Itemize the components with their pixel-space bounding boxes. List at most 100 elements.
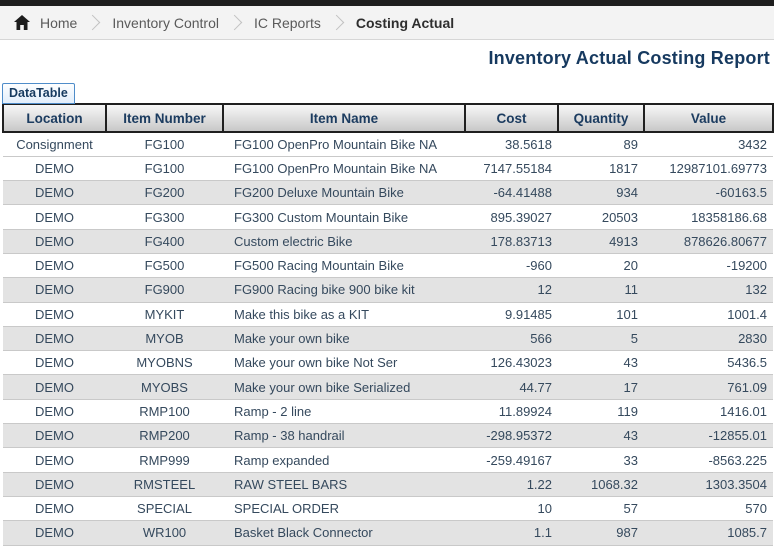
report-table: Location Item Number Item Name Cost Quantity… xyxy=(2,103,774,546)
column-header-cost[interactable]: Cost xyxy=(464,103,559,133)
cell-item_number: FG300 xyxy=(106,204,223,230)
table-row: DEMO FG300 FG300 Custom Mountain Bike 895.3… xyxy=(3,204,773,230)
cell-item_name: FG500 Racing Mountain Bike xyxy=(223,253,465,279)
cell-item_name: FG200 Deluxe Mountain Bike xyxy=(223,180,465,206)
breadcrumb-item-home[interactable]: Home xyxy=(12,15,83,31)
cell-cost: 7147.55184 xyxy=(465,156,558,182)
cell-item_name: FG100 OpenPro Mountain Bike NA xyxy=(223,156,465,182)
cell-item_number: FG500 xyxy=(106,253,223,279)
cell-cost: 895.39027 xyxy=(465,204,558,230)
cell-value: -8563.225 xyxy=(644,447,773,473)
cell-value: -60163.5 xyxy=(644,180,773,206)
breadcrumb-label: Inventory Control xyxy=(112,14,219,31)
cell-location: Consignment xyxy=(3,132,106,157)
table-row: DEMO MYKIT Make this bike as a KIT 9.91485 1… xyxy=(3,302,773,327)
cell-item_number: RMP999 xyxy=(106,447,223,473)
cell-item_number: RMSTEEL xyxy=(106,472,223,497)
cell-quantity: 43 xyxy=(558,423,644,449)
table-row: DEMO MYOBS Make your own bike Serialized 44… xyxy=(3,374,773,400)
cell-location: DEMO xyxy=(3,447,106,473)
tab-datatable[interactable]: DataTable xyxy=(2,83,75,104)
title-row: Inventory Actual Costing Report xyxy=(0,40,774,70)
cell-item_number: MYOBS xyxy=(106,374,223,400)
table-row: Consignment FG100 FG100 OpenPro Mountain B… xyxy=(3,132,773,157)
cell-cost: 126.43023 xyxy=(465,350,558,376)
cell-quantity: 987 xyxy=(558,520,644,546)
cell-value: 1085.7 xyxy=(644,520,773,546)
cell-item_name: Make this bike as a KIT xyxy=(223,302,465,327)
cell-value: -12855.01 xyxy=(644,423,773,449)
table-row: DEMO SPECIAL SPECIAL ORDER 10 57 570 xyxy=(3,496,773,522)
cell-value: -19200 xyxy=(644,253,773,279)
cell-cost: 38.5618 xyxy=(465,132,558,157)
cell-location: DEMO xyxy=(3,520,106,546)
table-row: DEMO RMP200 Ramp - 38 handrail -298.95372 43… xyxy=(3,423,773,449)
cell-cost: -298.95372 xyxy=(465,423,558,449)
cell-item_number: FG900 xyxy=(106,277,223,303)
cell-location: DEMO xyxy=(3,156,106,182)
column-header-item_name[interactable]: Item Name xyxy=(222,103,466,133)
cell-item_number: SPECIAL xyxy=(106,496,223,522)
content-area: DataTable Location Item Number Item Name Co… xyxy=(0,70,774,546)
column-header-quantity[interactable]: Quantity xyxy=(557,103,645,133)
cell-cost: 566 xyxy=(465,326,558,352)
cell-item_name: Basket Black Connector xyxy=(223,520,465,546)
report-table-body: Consignment FG100 FG100 OpenPro Mountain B… xyxy=(3,132,773,546)
breadcrumb-item-inventory-control[interactable]: Inventory Control xyxy=(106,15,225,31)
cell-cost: -259.49167 xyxy=(465,447,558,473)
table-row: DEMO WR100 Basket Black Connector 1.1 987 108… xyxy=(3,520,773,546)
cell-item_name: FG300 Custom Mountain Bike xyxy=(223,204,465,230)
cell-cost: 12 xyxy=(465,277,558,303)
breadcrumb-item-ic-reports[interactable]: IC Reports xyxy=(248,15,327,31)
cell-value: 1416.01 xyxy=(644,399,773,425)
cell-item_number: RMP200 xyxy=(106,423,223,449)
cell-item_name: Make your own bike Serialized xyxy=(223,374,465,400)
cell-location: DEMO xyxy=(3,277,106,303)
column-header-location[interactable]: Location xyxy=(2,103,107,133)
cell-quantity: 57 xyxy=(558,496,644,522)
cell-item_number: FG200 xyxy=(106,180,223,206)
breadcrumb-separator-icon xyxy=(328,14,345,31)
cell-cost: 1.1 xyxy=(465,520,558,546)
cell-value: 878626.80677 xyxy=(644,229,773,254)
cell-item_name: Ramp expanded xyxy=(223,447,465,473)
column-header-item_number[interactable]: Item Number xyxy=(105,103,224,133)
cell-value: 2830 xyxy=(644,326,773,352)
cell-item_name: FG900 Racing bike 900 bike kit xyxy=(223,277,465,303)
table-row: DEMO RMSTEEL RAW STEEL BARS 1.22 1068.32 1303… xyxy=(3,472,773,497)
cell-value: 12987101.69773 xyxy=(644,156,773,182)
cell-item_name: Ramp - 38 handrail xyxy=(223,423,465,449)
breadcrumb-separator-icon xyxy=(85,14,101,31)
cell-value: 1001.4 xyxy=(644,302,773,327)
cell-location: DEMO xyxy=(3,472,106,497)
cell-cost: 10 xyxy=(465,496,558,522)
breadcrumb-label: Home xyxy=(40,14,78,31)
table-row: DEMO RMP999 Ramp expanded -259.49167 33 -8563… xyxy=(3,447,773,473)
table-row: DEMO MYOB Make your own bike 566 5 2830 xyxy=(3,326,773,352)
cell-value: 570 xyxy=(644,496,773,522)
cell-value: 1303.3504 xyxy=(644,472,773,497)
cell-value: 3432 xyxy=(644,132,773,157)
column-header-value[interactable]: Value xyxy=(643,103,774,133)
breadcrumb-label: Costing Actual xyxy=(355,14,455,31)
cell-item_name: Make your own bike Not Ser xyxy=(223,350,465,376)
page-title: Inventory Actual Costing Report xyxy=(488,48,770,68)
cell-quantity: 101 xyxy=(558,302,644,327)
top-bar xyxy=(0,0,774,6)
cell-item_name: FG100 OpenPro Mountain Bike NA xyxy=(223,132,465,157)
cell-item_number: MYOBNS xyxy=(106,350,223,376)
cell-item_number: WR100 xyxy=(106,520,223,546)
table-row: DEMO RMP100 Ramp - 2 line 11.89924 119 1416.0… xyxy=(3,399,773,425)
cell-location: DEMO xyxy=(3,302,106,327)
cell-quantity: 934 xyxy=(558,180,644,206)
breadcrumb-item-costing-actual: Costing Actual xyxy=(350,15,460,31)
cell-item_number: MYOB xyxy=(106,326,223,352)
cell-location: DEMO xyxy=(3,326,106,352)
table-row: DEMO FG900 FG900 Racing bike 900 bike kit 1… xyxy=(3,277,773,303)
cell-location: DEMO xyxy=(3,350,106,376)
cell-quantity: 11 xyxy=(558,277,644,303)
cell-cost: 44.77 xyxy=(465,374,558,400)
cell-quantity: 89 xyxy=(558,132,644,157)
breadcrumb: Home Inventory Control IC Reports Costin… xyxy=(0,6,774,40)
cell-quantity: 1817 xyxy=(558,156,644,182)
